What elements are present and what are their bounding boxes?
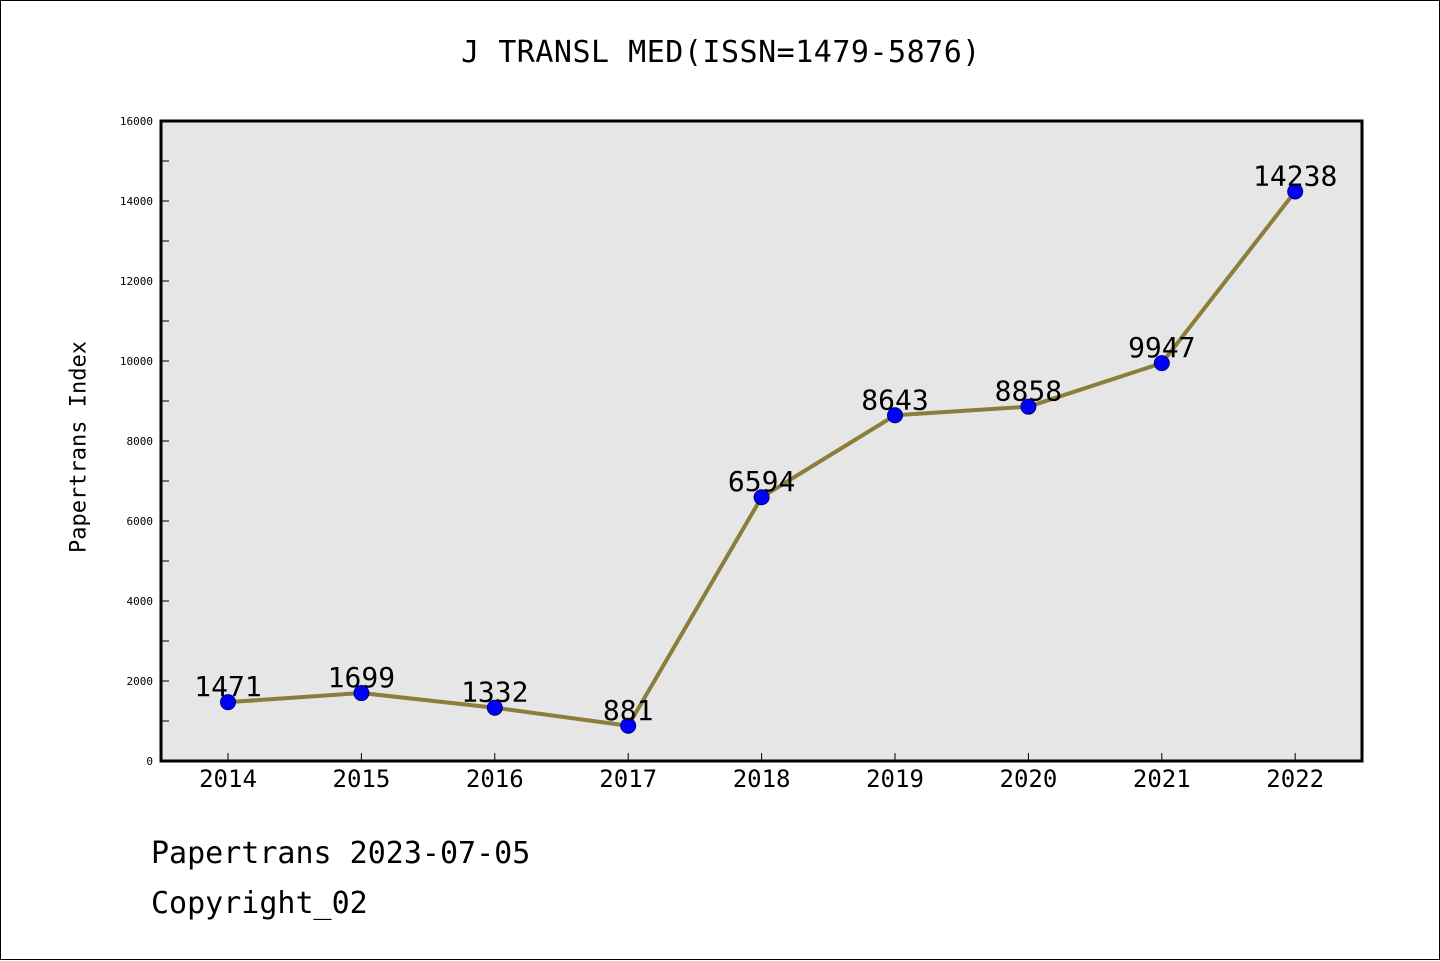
data-point — [1020, 398, 1037, 415]
data-point — [1153, 355, 1170, 372]
data-point — [220, 694, 236, 711]
data-label: 14238 — [1253, 159, 1337, 192]
x-tick-label: 2019 — [866, 765, 924, 793]
data-label: 6594 — [728, 465, 795, 498]
x-tick-label: 2014 — [199, 765, 257, 793]
data-point — [620, 717, 637, 734]
x-tick-label: 2016 — [466, 765, 524, 793]
x-tick-label: 2022 — [1266, 765, 1324, 793]
y-tick-label: 0 — [146, 755, 153, 768]
data-label: 9947 — [1128, 331, 1195, 364]
x-tick-label: 2020 — [1000, 765, 1058, 793]
x-tick-label: 2018 — [733, 765, 791, 793]
data-point — [486, 699, 503, 716]
footer-source: Papertrans 2023-07-05 — [151, 836, 531, 871]
data-label: 1699 — [328, 661, 395, 694]
footer-copyright: Copyright_02 — [151, 886, 368, 921]
data-label: 8858 — [995, 375, 1062, 408]
x-tick-label: 2017 — [599, 765, 657, 793]
x-tick-label: 2021 — [1133, 765, 1191, 793]
y-tick-label: 16000 — [120, 115, 153, 128]
plot-border — [159, 119, 1364, 763]
data-point — [887, 407, 903, 424]
data-label: 881 — [603, 694, 654, 727]
y-tick-label: 6000 — [127, 515, 154, 528]
data-label: 1471 — [194, 670, 261, 703]
data-point — [1287, 183, 1304, 200]
data-point — [753, 489, 770, 506]
y-tick-label: 10000 — [120, 355, 153, 368]
x-tick-label: 2015 — [333, 765, 391, 793]
y-tick-label: 4000 — [127, 595, 154, 608]
y-tick-label: 2000 — [127, 675, 154, 688]
y-tick-label: 12000 — [120, 275, 153, 288]
plot-area — [161, 121, 1362, 761]
data-label: 8643 — [861, 383, 928, 416]
y-tick-label: 14000 — [120, 195, 153, 208]
chart-title: J TRANSL MED(ISSN=1479-5876) — [461, 35, 981, 70]
data-point — [353, 685, 370, 702]
y-tick-label: 8000 — [127, 435, 154, 448]
data-label: 1332 — [461, 676, 528, 709]
